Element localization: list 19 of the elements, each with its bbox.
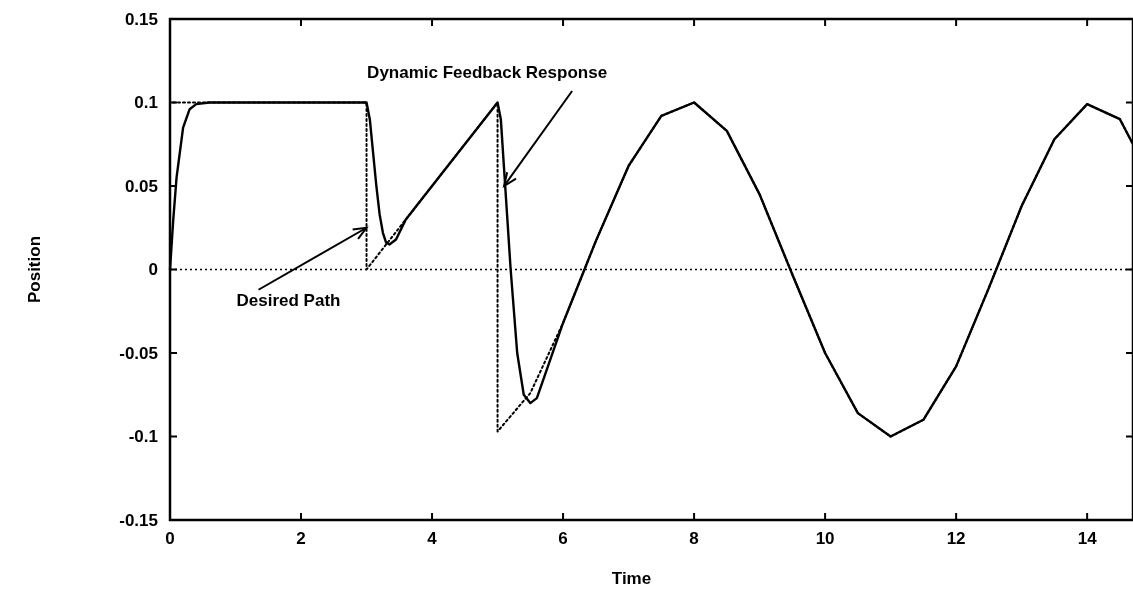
x-tick-label: 14 (1077, 529, 1098, 548)
y-tick-label: 0.05 (124, 176, 158, 196)
y-tick-label: 0 (148, 260, 158, 280)
x-tick-label: 4 (427, 529, 438, 548)
y-tick-label: -0.15 (119, 510, 158, 530)
y-tick-label: 0.1 (134, 93, 158, 113)
x-tick-label: 10 (815, 529, 835, 548)
x-tick-label: 2 (296, 529, 306, 548)
y-tick-label: 0.15 (124, 9, 158, 29)
annotation: Desired Path (236, 290, 341, 310)
y-axis-title: Position (25, 235, 44, 304)
y-tick-label: -0.05 (119, 343, 158, 363)
x-tick-label: 8 (689, 529, 699, 548)
x-tick-label: 0 (165, 529, 175, 548)
annotation: Dynamic Feedback Response (367, 63, 608, 82)
x-axis-title: Time (611, 569, 652, 588)
x-tick-label: 12 (946, 529, 966, 548)
y-tick-label: -0.1 (128, 427, 158, 447)
x-tick-label: 6 (558, 529, 568, 548)
